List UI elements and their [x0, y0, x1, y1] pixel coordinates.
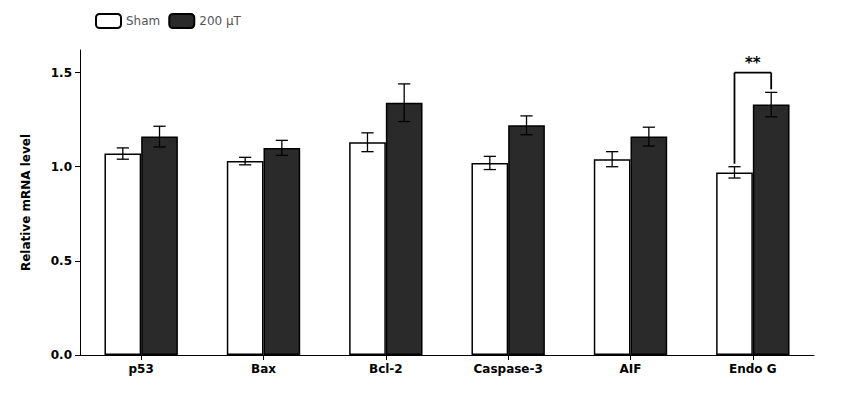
svg-text:**: **: [745, 54, 761, 72]
svg-text:p53: p53: [129, 362, 154, 376]
svg-text:AIF: AIF: [620, 362, 642, 376]
svg-text:Caspase-3: Caspase-3: [473, 362, 542, 376]
svg-text:Sham: Sham: [126, 14, 160, 28]
svg-text:Bcl-2: Bcl-2: [369, 362, 403, 376]
svg-text:200 μT: 200 μT: [199, 14, 241, 28]
svg-text:0.0: 0.0: [51, 348, 72, 362]
svg-text:Endo G: Endo G: [729, 362, 777, 376]
svg-text:Bax: Bax: [251, 362, 276, 376]
svg-text:Relative mRNA level: Relative mRNA level: [19, 134, 33, 271]
svg-text:1.5: 1.5: [51, 66, 72, 80]
svg-text:1.0: 1.0: [51, 160, 72, 174]
svg-text:0.5: 0.5: [51, 254, 72, 268]
